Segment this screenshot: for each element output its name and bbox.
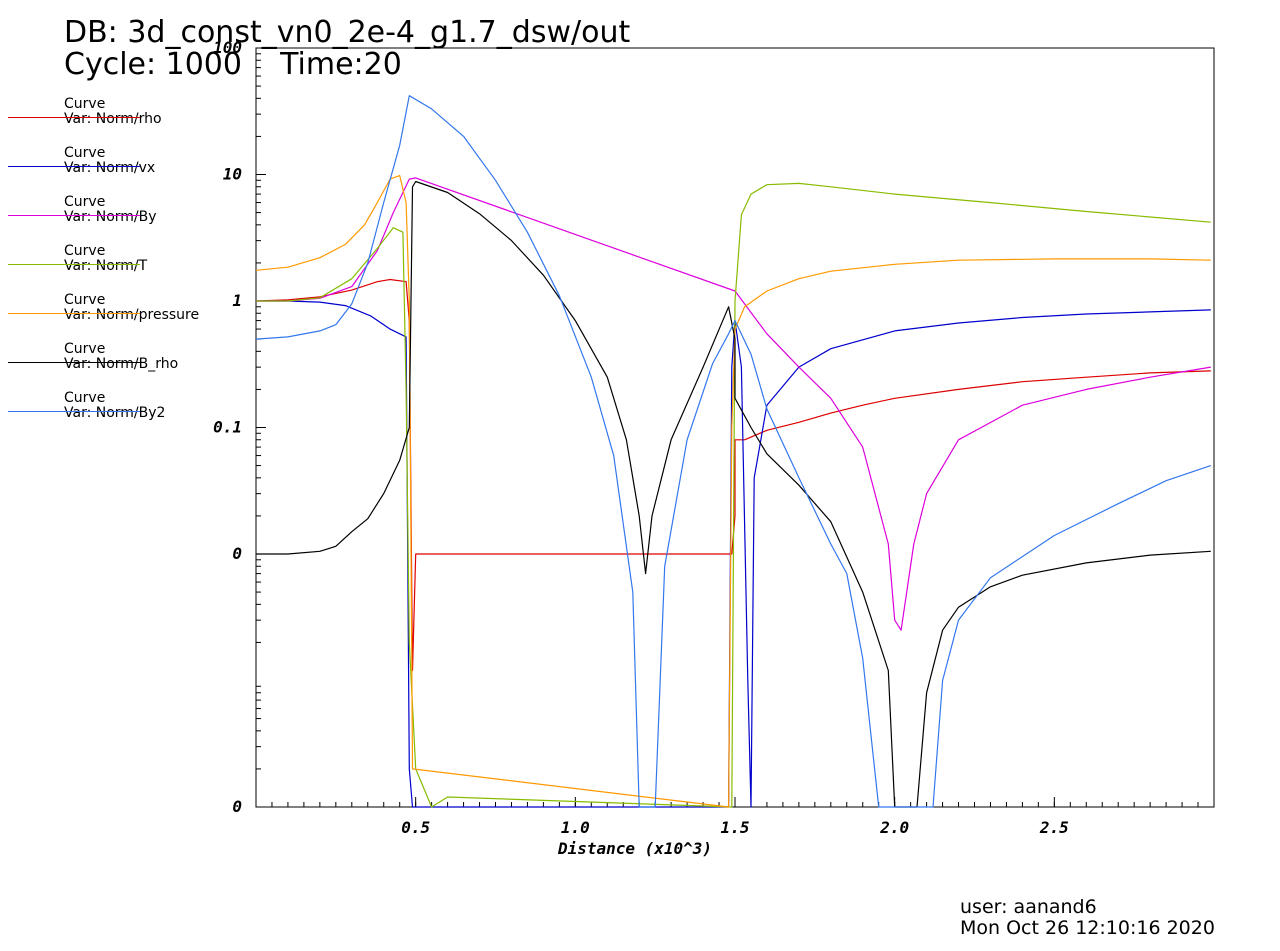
legend-line-swatch <box>8 166 140 167</box>
legend-item-var: Var: Norm/rho <box>64 111 162 127</box>
plot-frame <box>255 47 1215 808</box>
y-tick-label: 10 <box>223 165 242 184</box>
legend-line-swatch <box>8 411 140 412</box>
series-line-by2 <box>255 95 1211 808</box>
legend-item-title: Curve <box>64 243 106 259</box>
x-tick-label: 2.5 <box>1039 818 1069 837</box>
legend-item-pressure: Curve Var: Norm/pressure <box>8 292 199 337</box>
legend-item-var: Var: Norm/By <box>64 209 157 225</box>
legend-line-swatch <box>8 215 140 216</box>
legend-item-var: Var: Norm/By2 <box>64 405 166 421</box>
y-tick-label: 0 <box>232 797 242 816</box>
legend-item-title: Curve <box>64 292 106 308</box>
x-tick-label: 2.0 <box>879 818 909 837</box>
legend-item-vx: Curve Var: Norm/vx <box>8 146 188 190</box>
legend-line-swatch <box>8 117 140 118</box>
legend-line-swatch <box>8 264 140 265</box>
series-line-t <box>256 182 1211 808</box>
legend-item-by: Curve Var: Norm/By <box>8 195 188 239</box>
series-line-b-rho <box>256 180 1211 808</box>
legend-item-title: Curve <box>64 145 106 161</box>
x-tick-label: 0.5 <box>401 818 430 837</box>
database-title: DB: 3d_const_vn0_2e-4_g1.7_dsw/out <box>64 15 631 50</box>
cycle-time-label: Cycle: 1000 Time:20 <box>64 47 402 82</box>
legend-item-b-rho: Curve Var: Norm/B_rho <box>8 342 188 386</box>
series-line-rho <box>255 278 1211 672</box>
legend-item-title: Curve <box>64 390 106 406</box>
x-axis-title: Distance (x10^3) <box>557 839 712 858</box>
legend-item-by2: Curve Var: Norm/By2 <box>8 391 188 435</box>
legend-item-var: Var: Norm/T <box>64 258 148 274</box>
series-line-by <box>256 177 1211 631</box>
y-tick-label: 0.1 <box>213 418 242 437</box>
series-line-pressure <box>255 175 1211 808</box>
legend-item-title: Curve <box>64 194 106 210</box>
legend-item-var: Var: Norm/vx <box>64 160 156 176</box>
user-label: user: aanand6 <box>960 896 1097 918</box>
legend-item-t: Curve Var: Norm/T <box>8 244 188 288</box>
y-tick-label: 1 <box>232 291 242 310</box>
series-line-vx <box>256 300 1211 808</box>
x-tick-label: 1.5 <box>721 818 750 837</box>
date-label: Mon Oct 26 12:10:16 2020 <box>960 917 1215 939</box>
legend-item-title: Curve <box>64 341 106 357</box>
legend-item-title: Curve <box>64 96 106 112</box>
legend-item-var: Var: Norm/pressure <box>64 307 200 323</box>
legend-item-var: Var: Norm/B_rho <box>64 356 179 372</box>
x-tick-label: 1.0 <box>561 818 590 837</box>
y-tick-label: 0 <box>232 544 242 563</box>
legend-line-swatch <box>8 362 140 363</box>
legend-line-swatch <box>8 313 140 314</box>
legend-item-rho: Curve Var: Norm/rho <box>8 97 188 141</box>
y-tick-label: 100 <box>213 38 242 57</box>
